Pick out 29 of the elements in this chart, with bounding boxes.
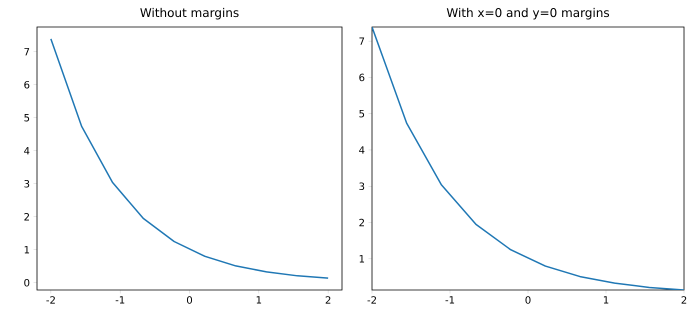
x-tick-label: 1 bbox=[604, 296, 608, 304]
y-tick-label: 5 bbox=[24, 114, 30, 122]
x-tick-label: 0 bbox=[186, 296, 192, 304]
x-tick-label: -2 bbox=[46, 296, 55, 304]
y-tick-label: 3 bbox=[24, 180, 30, 188]
y-tick-label: 1 bbox=[24, 246, 30, 254]
x-tick-label: 2 bbox=[682, 296, 686, 304]
y-tick-label: 3 bbox=[359, 182, 364, 190]
x-tick-label: 0 bbox=[525, 296, 531, 304]
y-tick-label: 6 bbox=[359, 74, 364, 82]
x-tick-label: 2 bbox=[326, 296, 330, 304]
x-tick-label: -1 bbox=[446, 296, 454, 304]
y-tick-label: 5 bbox=[359, 110, 364, 118]
y-tick-label: 2 bbox=[24, 213, 29, 220]
y-tick-label: 4 bbox=[359, 146, 364, 154]
chart-title: With x=0 and y=0 margins bbox=[446, 8, 610, 20]
y-tick-label: 6 bbox=[24, 80, 30, 89]
y-tick-label: 7 bbox=[359, 37, 364, 45]
line-series bbox=[372, 26, 684, 290]
y-tick-label: 4 bbox=[24, 147, 30, 154]
x-tick-label: -1 bbox=[116, 296, 124, 304]
y-tick-label: 7 bbox=[24, 48, 30, 56]
line-series bbox=[50, 38, 329, 279]
x-tick-label: 1 bbox=[256, 296, 262, 304]
y-tick-label: 2 bbox=[359, 218, 364, 226]
x-tick-label: -2 bbox=[368, 296, 376, 304]
y-tick-label: 0 bbox=[24, 278, 30, 287]
y-tick-label: 1 bbox=[360, 255, 364, 262]
chart-title: Without margins bbox=[140, 8, 239, 20]
